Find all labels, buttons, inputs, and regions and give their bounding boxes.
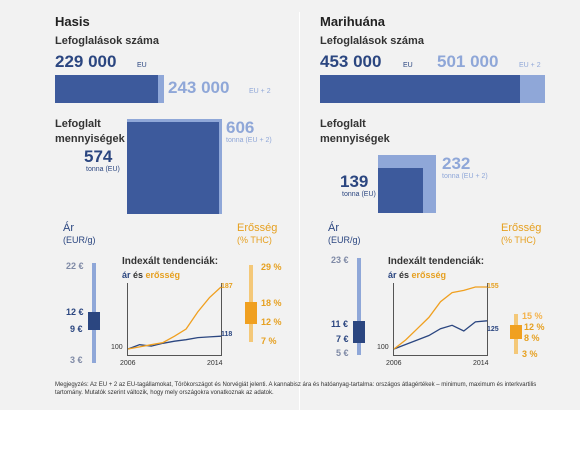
marihuana-trend-end-strength: 155: [487, 283, 499, 290]
hasis-seizures-eu-bar: [55, 75, 158, 103]
hasis-trend-strength-word: erősség: [145, 270, 181, 280]
hasis-price-iqr: [88, 312, 100, 330]
hasis-trend-axis-bottom: [127, 355, 222, 356]
hasis-trend-line-price: [127, 335, 222, 350]
marihuana-strength-min: 3 %: [522, 349, 538, 359]
hasis-seizures-eu2-suffix: EU + 2: [249, 88, 271, 95]
hasis-price-min: 3 €: [70, 355, 83, 365]
hasis-trend-and: és: [130, 270, 146, 280]
hasis-trend-axis-right: [221, 283, 222, 355]
marihuana-strength-high: 12 %: [524, 322, 545, 332]
hasis-trend-price-word: ár: [122, 270, 131, 280]
hasis-trend-subtitle: ár és erősség: [122, 270, 180, 280]
marihuana-price-max: 23 €: [331, 255, 349, 265]
hasis-seizures-eu2: 243 000: [168, 78, 230, 97]
marihuana-price-min: 5 €: [336, 348, 349, 358]
marihuana-seizures-eu2-suffix: EU + 2: [519, 62, 541, 69]
hasis-price-unit: (EUR/g): [63, 235, 96, 245]
marihuana-quantity-label: Lefoglalt mennyiségek: [320, 118, 390, 145]
marihuana-price-low: 7 €: [336, 334, 349, 344]
marihuana-trend-line-strength: [393, 286, 487, 350]
marihuana-trend-title: Indexált tendenciák:: [388, 256, 485, 267]
hasis-strength-min: 7 %: [261, 336, 277, 346]
marihuana-trend-line-price: [393, 320, 488, 350]
hasis-strength-label: Erősség: [237, 222, 278, 234]
marihuana-strength-max: 15 %: [522, 311, 543, 321]
marihuana-year-start: 2006: [386, 360, 402, 367]
hasis-trend-start-label: 100: [111, 344, 123, 351]
hasis-trend-end-strength: 187: [221, 283, 233, 290]
hasis-title: Hasis: [55, 14, 90, 29]
hasis-price-label: Ár: [63, 222, 74, 234]
hasis-seizures-label: Lefoglalások száma: [55, 35, 159, 47]
hasis-price-low: 9 €: [70, 324, 83, 334]
hasis-strength-unit: (% THC): [237, 235, 272, 245]
marihuana-seizures-eu2: 501 000: [437, 52, 499, 71]
marihuana-seizures-eu-suffix: EU: [403, 62, 413, 69]
marihuana-strength-low: 8 %: [524, 333, 540, 343]
hasis-quantity-eu-unit: tonna (EU): [86, 166, 120, 173]
marihuana-price-iqr: [353, 321, 365, 343]
hasis-year-start: 2006: [120, 360, 136, 367]
column-divider: [299, 12, 300, 410]
marihuana-seizures-eu-bar: [320, 75, 520, 103]
marihuana-quantity-eu: 139: [340, 172, 369, 191]
marihuana-quantity-eu-square: [378, 168, 423, 213]
marihuana-trend-strength-word: erősség: [411, 270, 447, 280]
hasis-price-high: 12 €: [66, 307, 84, 317]
hasis-trend-title: Indexált tendenciák:: [122, 256, 219, 267]
marihuana-price-range: [357, 258, 361, 355]
marihuana-trend-axis-left: [393, 283, 394, 355]
hasis-quantity-eu-square: [127, 122, 219, 214]
marihuana-trend-price-word: ár: [388, 270, 397, 280]
marihuana-strength-iqr: [510, 325, 522, 339]
marihuana-trend-axis-right: [487, 283, 488, 355]
hasis-trend-line-strength: [127, 286, 222, 350]
marihuana-trend-start-label: 100: [377, 344, 389, 351]
marihuana-year-end: 2014: [473, 360, 489, 367]
marihuana-quantity-eu2: 232: [442, 154, 471, 173]
marihuana-quantity-eu2-unit: tonna (EU + 2): [442, 173, 488, 180]
marihuana-strength-unit: (% THC): [501, 235, 536, 245]
hasis-seizures-eu: 229 000: [55, 52, 117, 71]
hasis-quantity-label: Lefoglalt mennyiségek: [55, 118, 125, 145]
hasis-strength-iqr: [245, 302, 257, 324]
hasis-quantity-eu: 574: [84, 147, 113, 166]
marihuana-trend-subtitle: ár és erősség: [388, 270, 446, 280]
marihuana-quantity-eu-unit: tonna (EU): [342, 191, 376, 198]
hasis-quantity-eu2-unit: tonna (EU + 2): [226, 137, 272, 144]
marihuana-price-unit: (EUR/g): [328, 235, 361, 245]
hasis-year-end: 2014: [207, 360, 223, 367]
footnote: Megjegyzés: Az EU + 2 az EU-tagállamokat…: [55, 382, 537, 396]
marihuana-trend-axis-bottom: [393, 355, 488, 356]
hasis-trend-axis-left: [127, 283, 128, 355]
hasis-price-max: 22 €: [66, 261, 84, 271]
marihuana-price-high: 11 €: [331, 319, 349, 329]
hasis-strength-max: 29 %: [261, 262, 282, 272]
infographic-panel: [0, 0, 580, 410]
marihuana-seizures-eu: 453 000: [320, 52, 382, 71]
marihuana-trend-end-price: 125: [487, 326, 499, 333]
hasis-trend-end-price: 118: [221, 331, 233, 338]
hasis-strength-low: 12 %: [261, 317, 282, 327]
marihuana-seizures-label: Lefoglalások száma: [320, 35, 424, 47]
hasis-quantity-eu2: 606: [226, 118, 255, 137]
marihuana-strength-label: Erősség: [501, 222, 542, 234]
hasis-strength-high: 18 %: [261, 298, 282, 308]
marihuana-trend-and: és: [396, 270, 412, 280]
hasis-seizures-eu-suffix: EU: [137, 62, 147, 69]
marihuana-title: Marihuána: [320, 14, 386, 29]
marihuana-price-label: Ár: [328, 222, 339, 234]
